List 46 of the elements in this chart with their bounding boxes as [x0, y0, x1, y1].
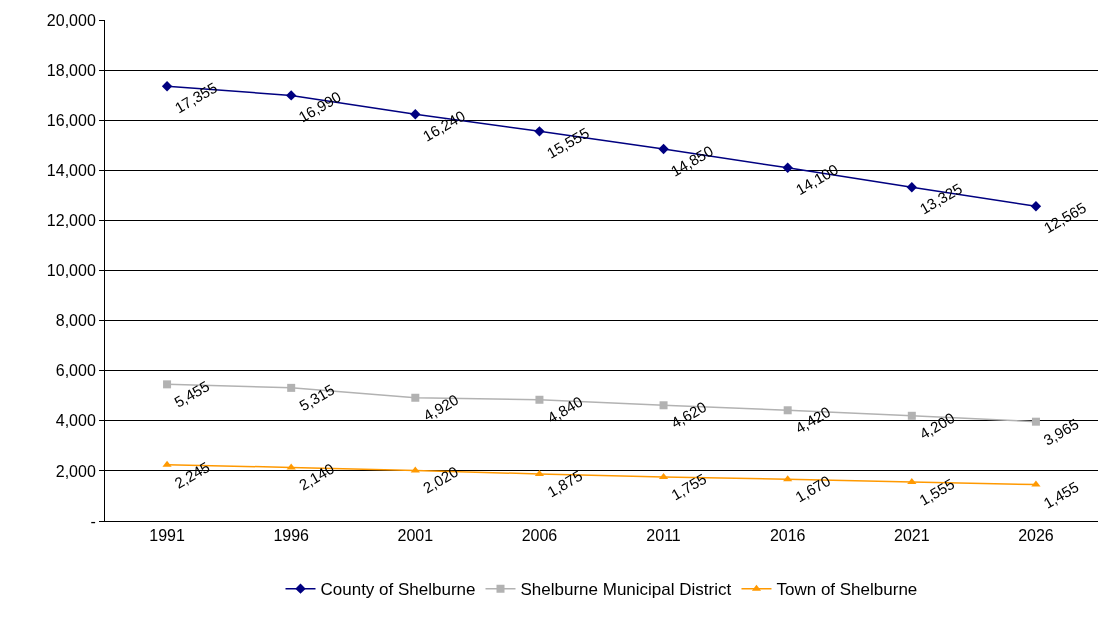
- point: [163, 380, 172, 389]
- point: [906, 182, 918, 193]
- x-tick-label: 2026: [1018, 527, 1054, 545]
- x-tick-label: 2021: [894, 527, 930, 545]
- legend-label: Town of Shelburne: [776, 580, 918, 600]
- y-tick-label: 6,000: [55, 362, 96, 380]
- point: [782, 162, 793, 173]
- y-tick-label: 4,000: [55, 412, 96, 430]
- point: [907, 411, 916, 420]
- data-label: 4,920: [420, 390, 462, 425]
- y-tick-label: 8,000: [55, 312, 96, 330]
- point: [783, 406, 792, 415]
- point: [411, 393, 420, 402]
- y-tick-label: 12,000: [46, 212, 96, 229]
- point: [907, 478, 917, 485]
- x-tick-label: 2006: [521, 527, 558, 545]
- point: [535, 395, 544, 404]
- point: [783, 475, 793, 482]
- x-tick-label: 2011: [646, 527, 681, 545]
- data-label: 4,840: [544, 392, 586, 427]
- point: [1031, 480, 1041, 487]
- y-tick-label: 2,000: [55, 462, 96, 480]
- point: [410, 108, 421, 120]
- y-tick-label: 20,000: [46, 11, 96, 29]
- x-tick-label: 2001: [397, 527, 434, 545]
- point: [1031, 417, 1040, 426]
- y-tick-label: 14,000: [46, 161, 96, 179]
- point: [161, 81, 173, 92]
- x-tick-label: 1996: [273, 527, 310, 545]
- y-tick-label: 10,000: [46, 262, 96, 280]
- data-label: 4,200: [916, 408, 958, 443]
- y-tick-label: 18,000: [46, 61, 96, 79]
- point: [534, 126, 545, 137]
- y-tick-label: -: [90, 512, 96, 530]
- point: [1030, 201, 1042, 212]
- legend-label: Shelburne Municipal District: [520, 580, 732, 600]
- point: [287, 383, 296, 392]
- point: [162, 460, 172, 467]
- x-tick-label: 1991: [149, 527, 185, 545]
- legend-label: County of Shelburne: [320, 580, 476, 600]
- point: [658, 143, 669, 155]
- y-tick-label: 16,000: [46, 111, 96, 129]
- x-tick-label: 2016: [769, 527, 806, 545]
- point: [659, 401, 668, 410]
- data-label: 4,620: [668, 397, 710, 432]
- point: [285, 90, 297, 101]
